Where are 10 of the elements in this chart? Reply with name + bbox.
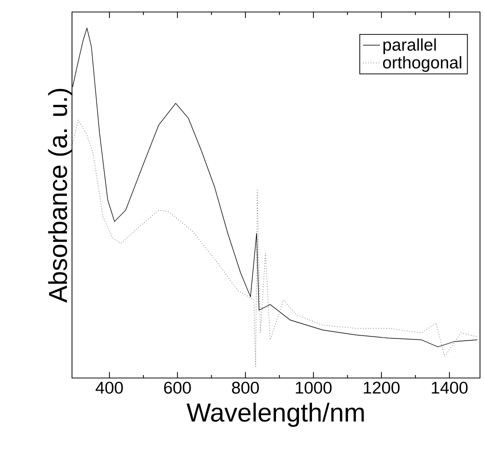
legend-label: parallel bbox=[383, 38, 436, 54]
legend-label: orthogonal bbox=[383, 56, 462, 72]
x-tick-label: 1200 bbox=[364, 382, 400, 394]
x-tick-label: 1400 bbox=[432, 382, 468, 394]
y-axis-title: Absorbance (a. u.) bbox=[48, 88, 72, 303]
x-axis-title: Wavelength/nm bbox=[186, 402, 364, 427]
x-tick-label: 600 bbox=[164, 382, 191, 394]
x-tick-label: 1000 bbox=[296, 382, 332, 394]
x-tick-label: 400 bbox=[96, 382, 123, 394]
x-tick-label: 800 bbox=[232, 382, 259, 394]
